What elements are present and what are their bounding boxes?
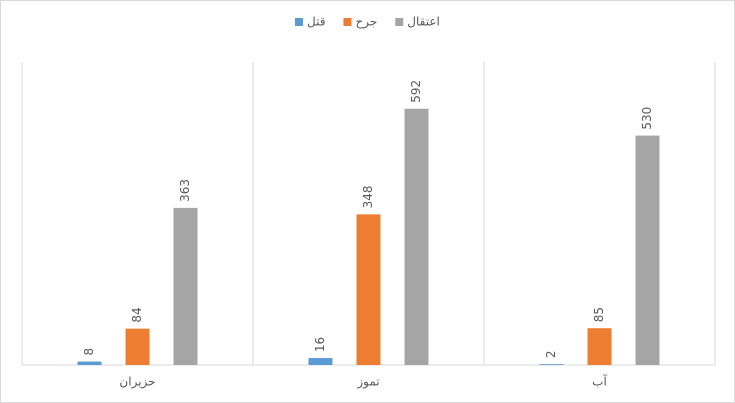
x-tick-label: حزيران (119, 375, 155, 390)
bar (635, 135, 660, 365)
data-label: 2 (544, 350, 558, 358)
legend-label: جرح (355, 15, 377, 30)
legend-label: اعتقال (407, 15, 440, 29)
legend-label: قتل (307, 15, 325, 29)
x-tick-label: آب (592, 374, 607, 389)
bar (356, 214, 381, 365)
data-label: 16 (313, 337, 327, 352)
data-label: 8 (82, 348, 96, 356)
bar (308, 358, 333, 365)
bar (125, 328, 150, 365)
data-label: 363 (178, 179, 192, 202)
legend-swatch (295, 18, 303, 26)
bar (539, 364, 564, 365)
bar (77, 361, 102, 365)
x-tick-label: تموز (356, 375, 379, 390)
data-label: 592 (409, 80, 423, 103)
data-label: 84 (130, 307, 144, 322)
legend-swatch (343, 18, 352, 26)
data-label: 348 (361, 185, 375, 208)
legend-swatch (395, 18, 404, 26)
bar (587, 328, 612, 365)
data-label: 85 (592, 307, 606, 322)
bar (404, 108, 429, 366)
bar (173, 207, 198, 365)
data-label: 530 (640, 107, 654, 130)
